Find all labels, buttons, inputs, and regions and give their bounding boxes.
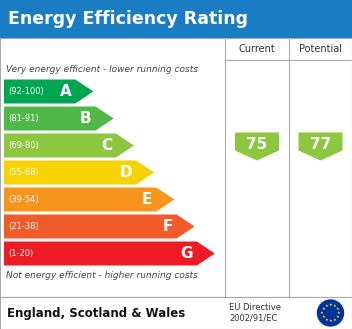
Text: (1-20): (1-20) — [8, 249, 33, 258]
Text: ★: ★ — [336, 315, 340, 319]
Polygon shape — [4, 188, 174, 212]
Bar — [0, 0, 352, 38]
Text: ★: ★ — [336, 307, 340, 311]
Text: G: G — [180, 246, 193, 261]
Text: Potential: Potential — [299, 44, 342, 54]
Text: ★: ★ — [329, 319, 332, 323]
Text: ★: ★ — [321, 315, 325, 319]
Text: Very energy efficient - lower running costs: Very energy efficient - lower running co… — [6, 64, 198, 73]
Text: (39-54): (39-54) — [8, 195, 39, 204]
Polygon shape — [4, 107, 114, 131]
Circle shape — [318, 300, 344, 326]
Text: Current: Current — [239, 44, 275, 54]
Polygon shape — [4, 215, 195, 239]
Text: 2002/91/EC: 2002/91/EC — [229, 314, 277, 322]
Text: England, Scotland & Wales: England, Scotland & Wales — [7, 307, 185, 319]
Text: 75: 75 — [246, 137, 268, 152]
Text: A: A — [59, 84, 71, 99]
Text: (92-100): (92-100) — [8, 87, 44, 96]
Polygon shape — [4, 134, 134, 158]
Text: 77: 77 — [310, 137, 331, 152]
Bar — [0, 38, 352, 297]
Bar — [0, 297, 352, 329]
Polygon shape — [4, 161, 154, 185]
Text: B: B — [80, 111, 92, 126]
Text: Not energy efficient - higher running costs: Not energy efficient - higher running co… — [6, 271, 198, 281]
Text: C: C — [101, 138, 112, 153]
Text: E: E — [142, 192, 152, 207]
Polygon shape — [235, 133, 279, 161]
Text: F: F — [162, 219, 172, 234]
Text: ★: ★ — [325, 304, 328, 308]
Text: ★: ★ — [333, 318, 337, 322]
Text: (69-80): (69-80) — [8, 141, 39, 150]
Text: ★: ★ — [320, 311, 324, 315]
Polygon shape — [4, 241, 215, 266]
Text: (81-91): (81-91) — [8, 114, 39, 123]
Text: D: D — [119, 165, 132, 180]
Text: ★: ★ — [325, 318, 328, 322]
Text: (21-38): (21-38) — [8, 222, 39, 231]
Polygon shape — [298, 133, 342, 161]
Text: ★: ★ — [333, 304, 337, 308]
Text: (55-68): (55-68) — [8, 168, 39, 177]
Text: ★: ★ — [321, 307, 325, 311]
Text: ★: ★ — [329, 303, 332, 307]
Text: EU Directive: EU Directive — [229, 303, 281, 313]
Polygon shape — [4, 80, 93, 104]
Text: ★: ★ — [337, 311, 341, 315]
Text: Energy Efficiency Rating: Energy Efficiency Rating — [8, 10, 248, 28]
